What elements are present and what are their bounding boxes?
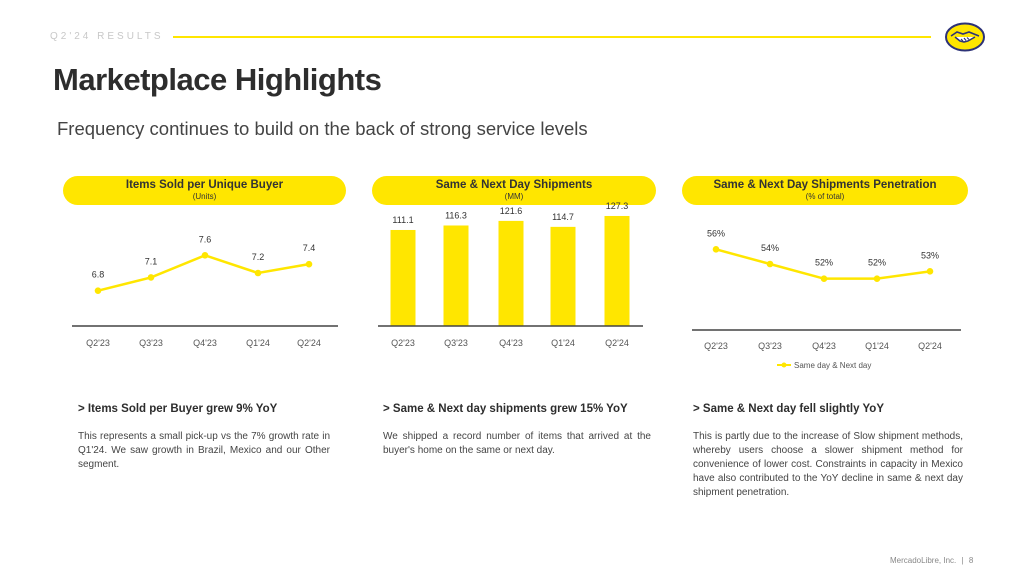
- chart-1-data-label: 7.1: [145, 256, 158, 266]
- panel-1-title: Items Sold per Unique Buyer: [125, 179, 284, 191]
- chart-1-tick-label: Q2'24: [297, 338, 321, 348]
- chart-3-data-label: 52%: [868, 258, 886, 268]
- page-title: Marketplace Highlights: [53, 62, 382, 97]
- chart-1-point: [94, 287, 102, 294]
- chart-1-tick-label: Q2'23: [86, 338, 110, 348]
- chart-3-point: [820, 275, 828, 282]
- chart-2-tick-label: Q3'23: [444, 338, 468, 348]
- chart-2-data-label: 114.7: [552, 212, 574, 222]
- panel-3-heading: > Same & Next day fell slightly YoY: [693, 403, 884, 415]
- chart-3-data-label: 53%: [921, 250, 939, 260]
- chart-2-bar: [604, 215, 630, 326]
- footer-company: MercadoLibre, Inc.: [890, 556, 957, 565]
- chart-3-tick-label: Q3'23: [758, 341, 782, 351]
- chart-3-tick-label: Q1'24: [865, 341, 889, 351]
- chart-2-bar: [443, 225, 469, 326]
- panel-3-title-pill: Same & Next Day Shipments Penetration (%…: [682, 176, 968, 205]
- chart-3-tick-label: Q2'24: [918, 341, 942, 351]
- chart-3-point: [926, 268, 934, 275]
- chart-1-tick-label: Q3'23: [139, 338, 163, 348]
- chart-2-data-label: 111.1: [392, 215, 413, 225]
- chart-2-bar: [498, 220, 524, 326]
- chart-2-tick-label: Q2'24: [605, 338, 629, 348]
- chart-1-tick-label: Q4'23: [193, 338, 217, 348]
- chart-3-point: [712, 246, 720, 253]
- chart-3-point: [766, 260, 774, 268]
- panel-3-unit: (% of total): [805, 192, 845, 201]
- footer: MercadoLibre, Inc. | 8: [890, 556, 973, 565]
- chart-2-tick-label: Q2'23: [391, 338, 415, 348]
- chart-3-data-label: 54%: [761, 243, 779, 253]
- chart-1-point: [147, 274, 155, 281]
- panel-1-heading: > Items Sold per Buyer grew 9% YoY: [78, 403, 278, 415]
- chart-3-legend-label: Same day & Next day: [794, 361, 871, 370]
- panel-2-heading: > Same & Next day shipments grew 15% YoY: [383, 403, 628, 415]
- panel-2-unit: (MM): [504, 192, 524, 201]
- chart-3-legend-marker: [781, 362, 787, 368]
- chart-1-data-label: 7.2: [252, 252, 265, 262]
- chart-1-data-label: 6.8: [92, 270, 105, 280]
- panel-2-title-pill: Same & Next Day Shipments (MM): [372, 176, 656, 205]
- panel-3-body: This is partly due to the increase of Sl…: [693, 431, 963, 498]
- chart-2-data-label: 121.6: [500, 206, 523, 216]
- chart-1-point: [201, 252, 209, 259]
- panel-1-unit: (Units): [192, 192, 217, 201]
- header-rule: [173, 36, 931, 38]
- handshake-logo-icon: [945, 22, 985, 52]
- footer-page-number: 8: [968, 556, 974, 565]
- chart-1-data-label: 7.4: [303, 243, 316, 253]
- section-label: Q2'24 RESULTS: [50, 31, 164, 42]
- panel-3-title: Same & Next Day Shipments Penetration: [713, 179, 937, 191]
- chart-3-tick-label: Q4'23: [812, 341, 836, 351]
- chart-1-point: [254, 269, 262, 277]
- chart-1-point: [305, 260, 313, 268]
- chart-2-bar: [550, 226, 576, 326]
- panel-2-body: We shipped a record number of items that…: [383, 431, 651, 456]
- chart-2-tick-label: Q1'24: [551, 338, 575, 348]
- mercadolibre-logo: [945, 22, 985, 52]
- footer-separator: |: [961, 556, 964, 565]
- panel-2-title: Same & Next Day Shipments: [435, 179, 593, 191]
- chart-3-tick-label: Q2'23: [704, 341, 728, 351]
- chart-1-data-label: 7.6: [199, 234, 212, 244]
- chart-1-series-line: [97, 254, 310, 292]
- chart-2-bar: [390, 229, 416, 326]
- panel-1-title-pill: Items Sold per Unique Buyer (Units): [63, 176, 346, 205]
- chart-2-data-label: 116.3: [445, 210, 467, 220]
- page-subtitle: Frequency continues to build on the back…: [57, 118, 588, 139]
- panel-1-body: This represents a small pick-up vs the 7…: [78, 431, 330, 470]
- chart-3-data-label: 52%: [815, 258, 833, 268]
- chart-3-point: [873, 275, 881, 282]
- chart-3-data-label: 56%: [707, 228, 725, 238]
- chart-2-tick-label: Q4'23: [499, 338, 523, 348]
- chart-1-tick-label: Q1'24: [246, 338, 270, 348]
- chart-2-data-label: 127.3: [606, 201, 629, 211]
